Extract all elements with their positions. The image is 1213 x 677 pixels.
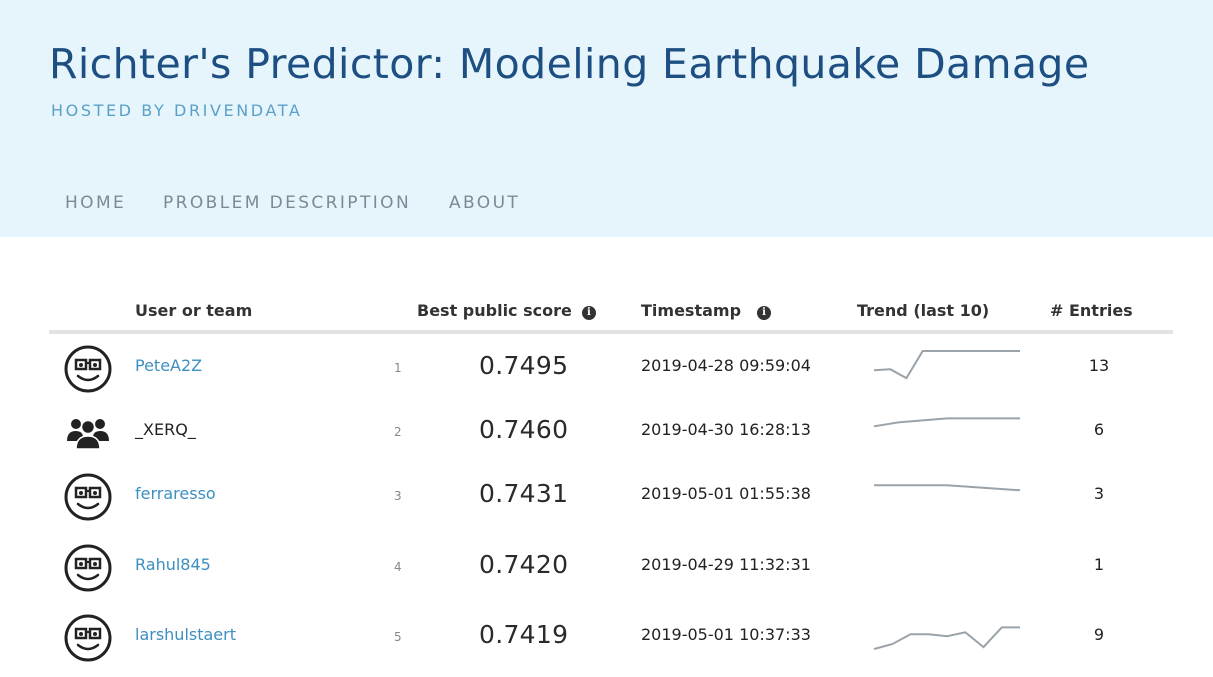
nav-home[interactable]: HOME [65,193,127,213]
timestamp: 2019-04-30 16:28:13 [641,420,811,439]
competition-header: Richter's Predictor: Modeling Earthquake… [0,0,1213,237]
table-row: ferraresso 3 0.7431 2019-05-01 01:55:38 … [49,464,1173,528]
info-icon[interactable]: i [581,306,596,320]
team-name: _XERQ_ [135,420,196,439]
nav-about[interactable]: ABOUT [449,193,521,213]
trend-line [874,484,1021,492]
rank-number: 2 [394,425,402,439]
nav-problem-description[interactable]: PROBLEM DESCRIPTION [163,193,412,213]
info-icon[interactable]: i [757,306,772,320]
host-subtitle: HOSTED BY DRIVENDATA [51,101,303,120]
user-link[interactable]: PeteA2Z [135,356,203,375]
table-row: larshulstaert 5 0.7419 2019-05-01 10:37:… [49,605,1173,669]
leaderboard-header-row: User or team Best public score i Timestam… [49,290,1173,334]
user-link[interactable]: Rahul845 [135,555,211,574]
rank-number: 3 [394,489,402,503]
entries-count: 9 [1093,625,1105,644]
best-score: 0.7420 [479,550,569,579]
user-avatar-icon [64,614,112,662]
col-header-score: Best public score i [417,301,596,320]
best-score: 0.7431 [479,479,569,508]
best-score: 0.7460 [479,415,569,444]
best-score: 0.7419 [479,620,569,649]
timestamp: 2019-05-01 01:55:38 [641,484,811,503]
user-avatar-icon [64,345,112,393]
table-row: Rahul845 4 0.7420 2019-04-29 11:32:31 1 [49,535,1173,599]
timestamp: 2019-04-29 11:32:31 [641,555,811,574]
rank-number: 5 [394,630,402,644]
col-header-timestamp: Timestamp i [641,301,772,320]
entries-count: 1 [1093,555,1105,574]
trend-sparkline [873,626,1020,650]
table-row: _XERQ_ 2 0.7460 2019-04-30 16:28:13 6 [49,400,1173,464]
team-icon [67,419,109,450]
page-title: Richter's Predictor: Modeling Earthquake… [49,40,1090,88]
entries-count: 13 [1088,356,1110,375]
trend-line [873,417,1020,428]
trend-sparkline [873,350,1020,380]
trend-line [873,350,1020,380]
trend-line [873,626,1020,650]
col-header-user: User or team [135,301,253,320]
entries-count: 3 [1093,484,1105,503]
trend-sparkline [872,547,1022,583]
col-header-trend: Trend (last 10) [857,301,990,320]
timestamp: 2019-04-28 09:59:04 [641,356,811,375]
user-avatar-icon [64,473,112,521]
user-avatar-icon [64,544,112,592]
best-score: 0.7495 [479,351,569,380]
timestamp: 2019-05-01 10:37:33 [641,625,811,644]
table-row: PeteA2Z 1 0.7495 2019-04-28 09:59:04 13 [49,336,1173,400]
col-header-entries: # Entries [1050,301,1133,320]
rank-number: 4 [394,560,402,574]
trend-sparkline [873,417,1020,428]
rank-number: 1 [394,361,402,375]
user-link[interactable]: larshulstaert [135,625,236,644]
user-link[interactable]: ferraresso [135,484,216,503]
trend-sparkline [874,484,1021,492]
entries-count: 6 [1093,420,1105,439]
